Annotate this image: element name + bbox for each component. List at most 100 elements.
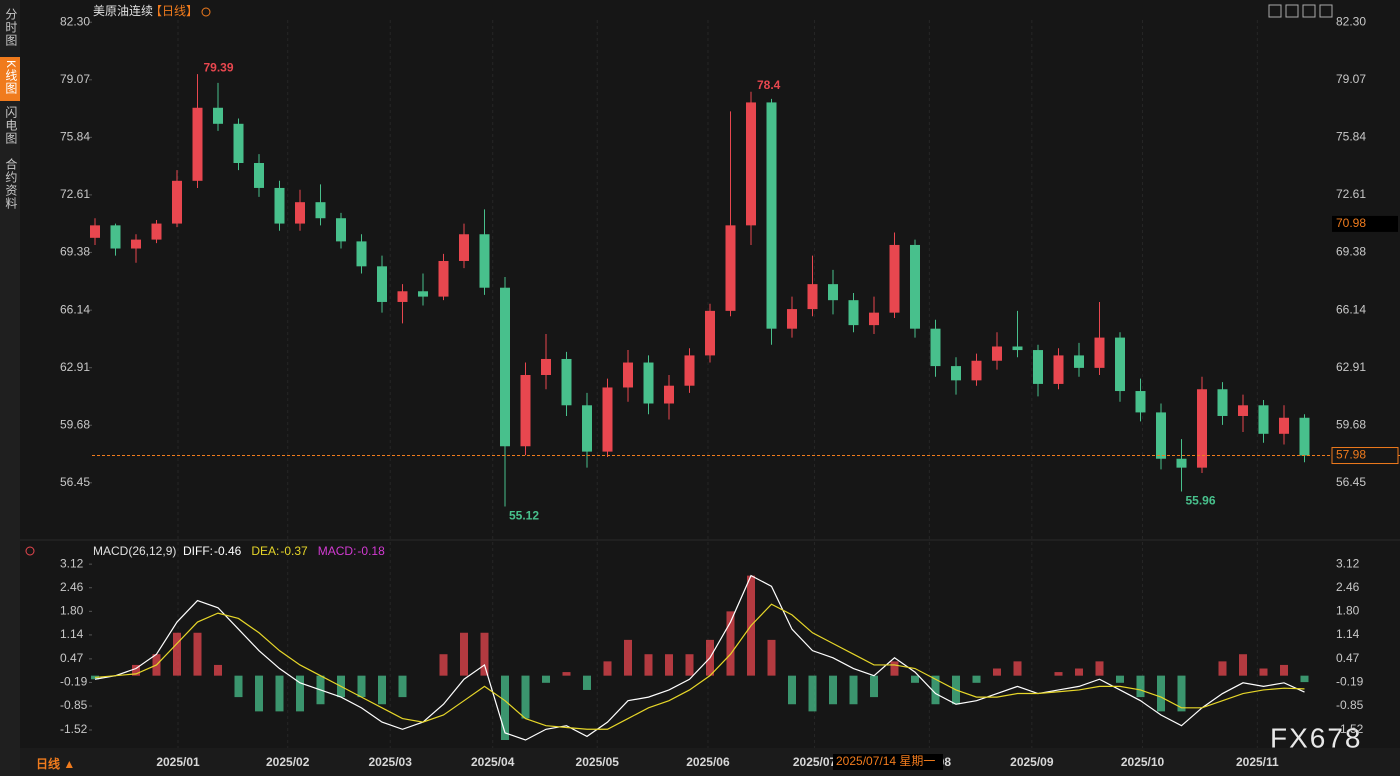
chart-title: 美原油连续 bbox=[93, 3, 153, 18]
tab[interactable]: 分时图 bbox=[4, 8, 18, 47]
y-tick-label: 75.84 bbox=[1336, 130, 1366, 144]
y-tick-label: 82.30 bbox=[60, 14, 90, 28]
candle-body bbox=[459, 234, 469, 261]
y-tick-label: 79.07 bbox=[60, 72, 90, 86]
tool-icon[interactable] bbox=[1319, 4, 1333, 18]
crosshair-date: 2025/07/14 星期一 bbox=[836, 754, 935, 768]
legend-value: -0.18 bbox=[357, 544, 385, 558]
legend-name: DEA: bbox=[251, 544, 279, 558]
y-tick-label: 56.45 bbox=[1336, 475, 1366, 489]
tab[interactable]: K线图 bbox=[4, 60, 18, 95]
candle-body bbox=[766, 102, 777, 329]
active-tab-bg bbox=[0, 57, 20, 101]
candle-body bbox=[131, 239, 141, 249]
candle-body bbox=[807, 284, 818, 310]
y-tick-label: 72.61 bbox=[1336, 187, 1366, 201]
candle-body bbox=[295, 202, 305, 224]
tab[interactable]: 闪电图 bbox=[4, 106, 18, 145]
tab[interactable]: 合约资料 bbox=[4, 157, 18, 210]
candle-body bbox=[664, 385, 674, 404]
low-label: 55.12 bbox=[509, 509, 539, 523]
candle-body bbox=[971, 360, 982, 381]
y-tick-label: 59.68 bbox=[1336, 417, 1366, 431]
tool-icon[interactable] bbox=[1268, 4, 1282, 18]
chart-subtitle: 【日线】 bbox=[150, 4, 198, 18]
candle-body bbox=[1074, 355, 1084, 368]
candle-body bbox=[274, 187, 285, 224]
candle-body bbox=[356, 241, 367, 267]
candle-body bbox=[1197, 389, 1207, 468]
y-tick-label: 1.80 bbox=[60, 604, 84, 618]
candle-body bbox=[397, 291, 408, 302]
candle-body bbox=[643, 362, 654, 404]
y-tick-label: 69.38 bbox=[60, 245, 90, 259]
sidebar bbox=[0, 0, 20, 776]
candle-body bbox=[90, 225, 100, 238]
candle-body bbox=[951, 366, 961, 381]
price-tag-bg bbox=[1331, 447, 1399, 465]
candle-body bbox=[705, 310, 715, 356]
low-label: 55.96 bbox=[1186, 494, 1216, 508]
candle-body bbox=[192, 107, 203, 181]
period-label[interactable]: 日线 ▲ bbox=[36, 756, 75, 771]
x-tick-label: 2025/01 bbox=[156, 755, 200, 769]
legend-name: MACD: bbox=[318, 544, 357, 558]
legend-value: -0.37 bbox=[280, 544, 308, 558]
y-tick-label: 66.14 bbox=[60, 302, 90, 316]
candle-body bbox=[623, 362, 633, 388]
candle-body bbox=[438, 260, 449, 297]
candle-body bbox=[479, 234, 490, 288]
candle-body bbox=[377, 266, 387, 302]
candle-body bbox=[930, 328, 941, 367]
candle-body bbox=[684, 355, 695, 386]
candle-body bbox=[582, 405, 592, 452]
add-icon[interactable] bbox=[201, 7, 211, 17]
candle-body bbox=[233, 123, 244, 163]
y-tick-label: 62.91 bbox=[60, 360, 90, 374]
candle-body bbox=[910, 244, 920, 329]
x-tick-label: 2025/07 bbox=[793, 755, 837, 769]
macd-title: MACD(26,12,9) bbox=[93, 544, 176, 558]
candle-body bbox=[172, 180, 182, 224]
candle-body bbox=[500, 287, 510, 447]
legend-name: DIFF: bbox=[183, 544, 213, 558]
x-tick-label: 2025/09 bbox=[1010, 755, 1054, 769]
candle-body bbox=[1217, 389, 1228, 416]
y-tick-label: 2.46 bbox=[1336, 580, 1360, 594]
candle-body bbox=[1299, 417, 1310, 456]
candle-body bbox=[520, 375, 531, 447]
y-tick-label: 0.47 bbox=[60, 651, 84, 665]
x-tick-label: 2025/02 bbox=[266, 755, 310, 769]
y-tick-label: 0.47 bbox=[1336, 651, 1360, 665]
candle-body bbox=[1176, 458, 1187, 468]
crosshair-tag-bg bbox=[1332, 215, 1398, 232]
x-axis-bar bbox=[20, 748, 1400, 776]
tool-icon[interactable] bbox=[1302, 4, 1316, 18]
x-tick-label: 2025/10 bbox=[1121, 755, 1165, 769]
candle-body bbox=[1258, 405, 1269, 434]
last-price-tag: 57.98 bbox=[1336, 448, 1366, 462]
candles bbox=[90, 74, 1310, 507]
candle-body bbox=[1012, 346, 1023, 351]
candle-body bbox=[602, 387, 613, 452]
y-tick-label: -0.85 bbox=[1336, 698, 1364, 712]
macd-line bbox=[94, 574, 1305, 741]
y-tick-label: -0.85 bbox=[60, 698, 88, 712]
y-tick-label: -0.19 bbox=[60, 675, 88, 689]
tool-icon[interactable] bbox=[1285, 4, 1299, 18]
y-tick-label: -1.52 bbox=[1336, 722, 1364, 736]
y-tick-label: 66.14 bbox=[1336, 302, 1366, 316]
y-tick-label: 3.12 bbox=[60, 556, 84, 570]
candle-body bbox=[336, 218, 346, 242]
candle-body bbox=[1115, 337, 1125, 392]
crosshair-price: 70.98 bbox=[1336, 216, 1366, 230]
x-tick-label: 2025/06 bbox=[686, 755, 730, 769]
macd-icon[interactable] bbox=[25, 546, 35, 556]
high-label: 78.4 bbox=[757, 78, 781, 92]
candle-body bbox=[541, 358, 551, 376]
candle-body bbox=[992, 346, 1002, 361]
crosshair-date-bg bbox=[833, 754, 943, 770]
candle-body bbox=[315, 202, 326, 219]
